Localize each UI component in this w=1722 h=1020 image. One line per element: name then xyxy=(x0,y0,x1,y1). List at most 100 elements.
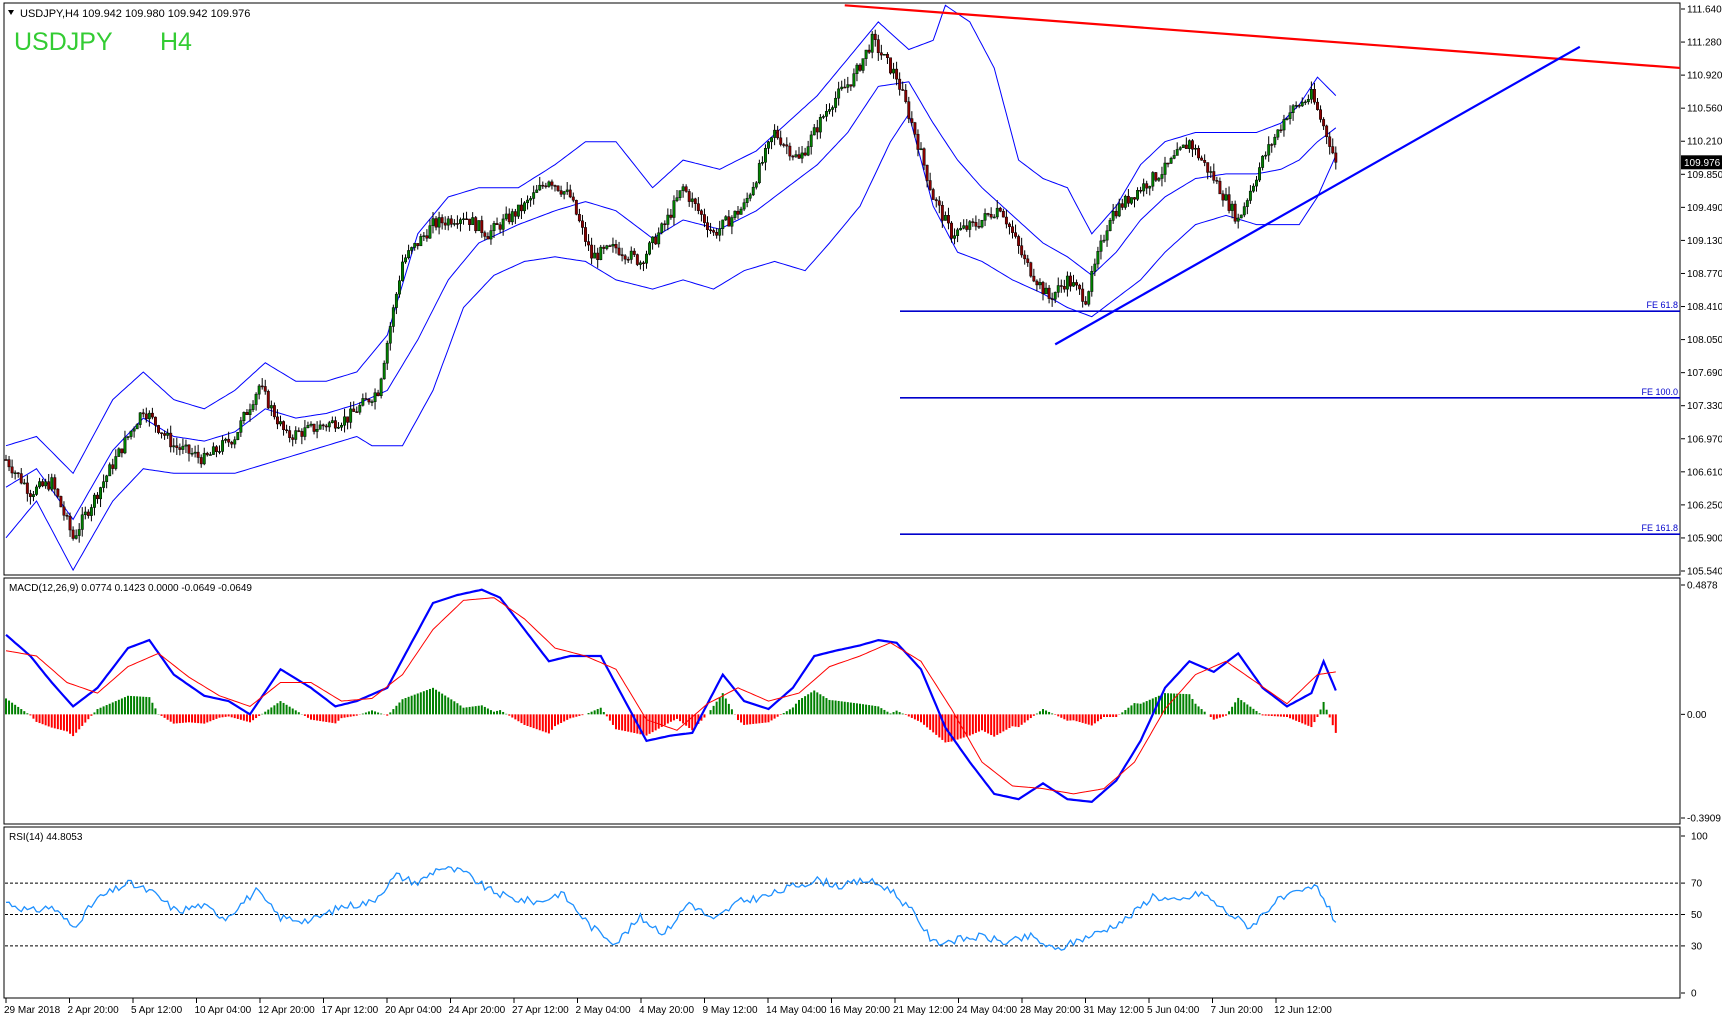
candle xyxy=(373,388,377,410)
trendlines[interactable] xyxy=(844,4,1681,346)
candle xyxy=(38,477,41,489)
candle xyxy=(590,237,594,265)
rsi-tick-label: 0 xyxy=(1691,989,1697,1000)
candle xyxy=(218,445,221,455)
candle xyxy=(19,468,23,485)
candle xyxy=(696,197,700,215)
candle xyxy=(1029,261,1033,278)
candle xyxy=(538,176,542,191)
candle xyxy=(843,78,847,89)
candle xyxy=(361,393,365,407)
candle xyxy=(864,49,868,66)
candle xyxy=(1285,117,1289,121)
candle xyxy=(13,470,17,480)
candle xyxy=(962,219,966,230)
symbol-menu-icon[interactable] xyxy=(8,10,14,15)
candle xyxy=(876,34,880,61)
candle xyxy=(1294,101,1298,109)
resistance-trendline[interactable] xyxy=(844,4,1681,70)
price-tick-label: 106.610 xyxy=(1687,467,1722,478)
price-tick-label: 110.210 xyxy=(1687,137,1722,148)
candle xyxy=(318,420,322,430)
candle xyxy=(910,111,914,127)
candle xyxy=(980,219,984,229)
candle xyxy=(501,214,505,236)
candle xyxy=(916,129,920,157)
candle xyxy=(477,220,481,232)
candle xyxy=(260,378,264,390)
candle xyxy=(364,392,368,400)
candle xyxy=(147,410,151,427)
candle xyxy=(196,444,200,464)
price-panel[interactable]: 111.640 111.280 110.920 110.560 110.210 109.8… xyxy=(3,2,1722,578)
candle xyxy=(123,430,127,455)
candle xyxy=(1032,268,1036,283)
candle xyxy=(208,451,212,456)
candle xyxy=(1084,296,1088,306)
candle xyxy=(202,447,206,466)
candle xyxy=(1020,237,1024,258)
rsi-line xyxy=(5,865,1337,951)
candle xyxy=(74,529,78,540)
candle xyxy=(68,512,72,537)
candle xyxy=(285,424,289,434)
candle xyxy=(388,322,392,351)
candle xyxy=(83,506,87,520)
candle xyxy=(965,219,969,232)
candle xyxy=(1044,282,1048,295)
candle xyxy=(1236,213,1240,229)
candle xyxy=(391,304,395,333)
candle xyxy=(282,420,286,436)
candle xyxy=(907,96,911,124)
candle xyxy=(86,509,90,519)
candle xyxy=(614,239,618,254)
candle xyxy=(1096,246,1100,269)
candle xyxy=(489,224,493,245)
candle xyxy=(431,211,435,234)
candle xyxy=(1230,200,1234,219)
candle xyxy=(608,244,612,248)
support-trendline[interactable] xyxy=(1054,45,1581,346)
candle xyxy=(1151,171,1155,191)
candle xyxy=(678,190,682,201)
candle xyxy=(934,197,938,208)
candle xyxy=(547,180,551,188)
candle xyxy=(788,142,792,161)
candle xyxy=(1136,187,1139,201)
candle xyxy=(684,184,688,193)
candle xyxy=(596,247,600,268)
candle xyxy=(65,512,69,520)
time-tick-label: 20 Apr 04:00 xyxy=(385,1005,442,1016)
time-tick-label: 24 May 04:00 xyxy=(957,1005,1018,1016)
rsi-panel[interactable]: 100 70 50 30 0 RSI(14) 44.8053 xyxy=(3,826,1708,1000)
candle xyxy=(343,408,347,433)
candle xyxy=(358,402,362,415)
candle xyxy=(532,185,536,205)
candle xyxy=(1331,138,1335,155)
candle xyxy=(1200,155,1204,161)
candle xyxy=(193,445,197,458)
candle xyxy=(1126,189,1130,207)
candle xyxy=(1111,203,1115,224)
macd-panel[interactable]: 0.4878 0.00 -0.3909 MACD(12,26,9) 0.0774 0… xyxy=(3,577,1721,825)
candle xyxy=(480,215,484,238)
fibonacci-expansion-levels[interactable]: FE 61.8 FE 100.0 FE 161.8 xyxy=(900,300,1680,535)
candle xyxy=(251,400,255,412)
macd-axis: 0.4878 0.00 -0.3909 xyxy=(1681,581,1721,825)
candle xyxy=(486,232,490,240)
candle xyxy=(184,439,188,454)
candle xyxy=(117,447,121,457)
rsi-panel-frame xyxy=(3,826,1681,999)
candle xyxy=(901,81,905,91)
candle xyxy=(806,140,810,157)
candle xyxy=(404,254,408,264)
candle xyxy=(657,227,661,248)
price-tick-label: 106.970 xyxy=(1687,434,1722,445)
candle xyxy=(254,392,258,411)
candle xyxy=(1056,277,1060,298)
candle xyxy=(47,473,51,492)
candle xyxy=(556,185,560,192)
candle xyxy=(846,76,850,93)
candle xyxy=(510,208,514,226)
